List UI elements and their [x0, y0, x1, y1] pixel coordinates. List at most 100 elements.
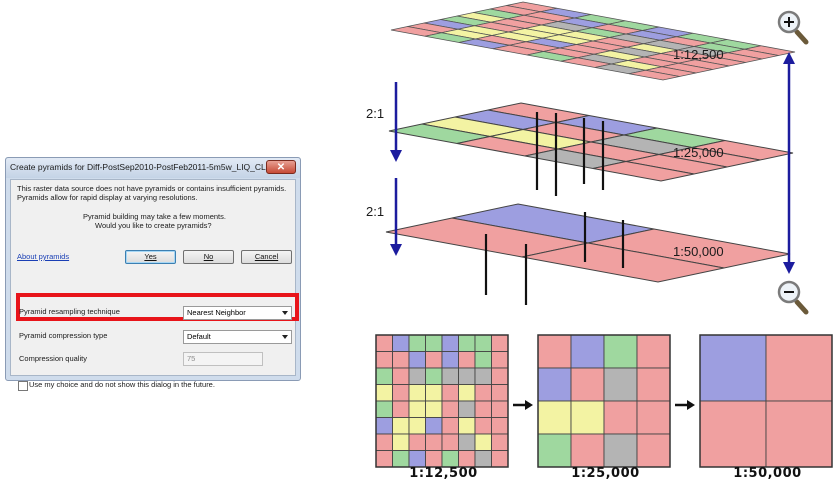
intro-text-line1: This raster data source does not have py…: [17, 184, 287, 193]
grid-cell: [491, 433, 509, 451]
grid-cell: [537, 433, 572, 468]
grid-50000: [699, 334, 833, 468]
grid-cell: [491, 351, 509, 369]
grid-cell: [474, 417, 492, 435]
grid-cell: [441, 367, 459, 385]
dropdown-arrow-icon: [282, 311, 288, 315]
resampling-select[interactable]: Nearest Neighbor: [183, 306, 292, 320]
dialog-titlebar[interactable]: Create pyramids for Diff-PostSep2010-Pos…: [6, 158, 300, 178]
grid-frame: [375, 334, 509, 468]
grid-cell: [491, 400, 509, 418]
grid-cell: [474, 400, 492, 418]
grid-cell: [636, 400, 671, 435]
grid-cell: [636, 433, 671, 468]
grid-cell: [537, 367, 572, 402]
grid-cell: [474, 334, 492, 352]
prompt-text-line1: Pyramid building may take a few moments.: [83, 212, 226, 221]
compression-type-select[interactable]: Default: [183, 330, 292, 344]
compression-quality-input[interactable]: 75: [183, 352, 263, 366]
grid-cell: [474, 433, 492, 451]
grid-cell: [441, 384, 459, 402]
compression-quality-value: 75: [187, 354, 196, 363]
grid-cell: [636, 334, 671, 369]
grid-cell: [425, 417, 443, 435]
grid-cell: [375, 400, 393, 418]
no-button[interactable]: No: [183, 250, 234, 264]
grid-cell: [474, 351, 492, 369]
prompt-text-line2: Would you like to create pyramids?: [95, 221, 212, 230]
grid-cell: [441, 351, 459, 369]
grid-cell: [458, 450, 476, 468]
grid-cell: [392, 384, 410, 402]
grid-cell: [603, 433, 638, 468]
grid-cell: [603, 367, 638, 402]
grid-cell: [491, 450, 509, 468]
grid-cell: [570, 400, 605, 435]
grid-cell: [765, 334, 833, 402]
close-icon: ✕: [276, 162, 286, 173]
grid-cell: [491, 367, 509, 385]
grid-cell: [458, 417, 476, 435]
resampling-select-value: Nearest Neighbor: [187, 308, 246, 317]
grid-cell: [408, 384, 426, 402]
zoom-range-arrowhead-up: [783, 52, 795, 64]
grid-frame: [699, 334, 833, 468]
remember-choice-checkbox[interactable]: [18, 381, 28, 391]
grid-cell: [441, 417, 459, 435]
zoom-out-icon[interactable]: [777, 280, 809, 315]
dialog-title: Create pyramids for Diff-PostSep2010-Pos…: [10, 162, 272, 172]
grid-cell: [458, 400, 476, 418]
grid-cell: [474, 450, 492, 468]
remember-choice-label: Use my choice and do not show this dialo…: [29, 380, 215, 389]
grid-cell: [458, 367, 476, 385]
grid-cell: [491, 384, 509, 402]
grid-cell: [408, 400, 426, 418]
grid-cell: [425, 400, 443, 418]
level-label-1: 1:12,500: [673, 47, 724, 62]
cancel-button-label: Cancel: [254, 252, 279, 261]
grid-cell: [392, 351, 410, 369]
grid-cell: [375, 433, 393, 451]
grid-cell: [408, 450, 426, 468]
grid-cell: [603, 400, 638, 435]
ratio-label-lower: 2:1: [366, 204, 385, 219]
grid-label-3: 1:50,000: [733, 466, 802, 481]
grid-cell: [425, 367, 443, 385]
dialog-body: This raster data source does not have py…: [10, 179, 299, 391]
grid-cell: [392, 334, 410, 352]
cancel-button[interactable]: Cancel: [241, 250, 292, 264]
no-button-label: No: [203, 252, 214, 261]
grid-cell: [408, 433, 426, 451]
yes-button[interactable]: Yes: [125, 250, 176, 264]
create-pyramids-dialog: Create pyramids for Diff-PostSep2010-Pos…: [5, 157, 301, 391]
grid-arrow-1: [513, 400, 533, 410]
layer-2-25000: [388, 102, 794, 182]
grid-cell: [458, 433, 476, 451]
grid-cell: [425, 334, 443, 352]
intro-text-line2: Pyramids allow for rapid display at vary…: [17, 193, 198, 202]
close-button[interactable]: ✕: [266, 160, 296, 174]
grid-label-2: 1:25,000: [571, 466, 640, 481]
grid-cell: [441, 400, 459, 418]
resampling-highlight-box: [16, 293, 299, 321]
grid-cell: [603, 334, 638, 369]
resampling-label: Pyramid resampling technique: [19, 307, 120, 316]
grid-cell: [408, 367, 426, 385]
grid-cell: [375, 367, 393, 385]
about-pyramids-link[interactable]: About pyramids: [17, 252, 70, 261]
zoom-in-icon[interactable]: [777, 10, 809, 45]
grid-cell: [392, 433, 410, 451]
grid-cell: [425, 433, 443, 451]
grid-frame: [537, 334, 671, 468]
grid-cell: [636, 367, 671, 402]
grid-cell: [375, 334, 393, 352]
grid-cell: [408, 334, 426, 352]
grid-cell: [375, 384, 393, 402]
grid-cell: [425, 450, 443, 468]
grid-cell: [570, 367, 605, 402]
grid-cell: [537, 334, 572, 369]
grid-cell: [458, 384, 476, 402]
grid-cell: [408, 351, 426, 369]
grid-cell: [491, 334, 509, 352]
